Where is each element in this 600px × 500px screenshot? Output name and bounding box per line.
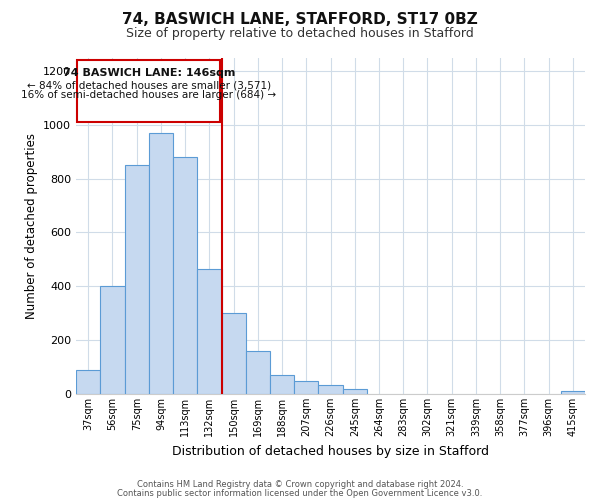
Bar <box>149 133 173 394</box>
Text: 74 BASWICH LANE: 146sqm: 74 BASWICH LANE: 146sqm <box>62 68 235 78</box>
Bar <box>77 60 220 122</box>
Bar <box>197 269 221 394</box>
Bar <box>221 314 246 394</box>
Bar <box>319 386 343 394</box>
X-axis label: Distribution of detached houses by size in Stafford: Distribution of detached houses by size … <box>172 444 489 458</box>
Text: 74, BASWICH LANE, STAFFORD, ST17 0BZ: 74, BASWICH LANE, STAFFORD, ST17 0BZ <box>122 12 478 28</box>
Text: Contains HM Land Registry data © Crown copyright and database right 2024.: Contains HM Land Registry data © Crown c… <box>137 480 463 489</box>
Bar <box>246 351 270 394</box>
Text: Size of property relative to detached houses in Stafford: Size of property relative to detached ho… <box>126 28 474 40</box>
Y-axis label: Number of detached properties: Number of detached properties <box>25 133 38 319</box>
Bar <box>100 286 125 394</box>
Bar <box>561 392 585 394</box>
Bar <box>343 389 367 394</box>
Text: ← 84% of detached houses are smaller (3,571): ← 84% of detached houses are smaller (3,… <box>27 80 271 90</box>
Bar <box>125 165 149 394</box>
Bar <box>76 370 100 394</box>
Text: Contains public sector information licensed under the Open Government Licence v3: Contains public sector information licen… <box>118 489 482 498</box>
Bar <box>173 157 197 394</box>
Bar <box>294 380 319 394</box>
Bar <box>270 375 294 394</box>
Text: 16% of semi-detached houses are larger (684) →: 16% of semi-detached houses are larger (… <box>21 90 277 100</box>
